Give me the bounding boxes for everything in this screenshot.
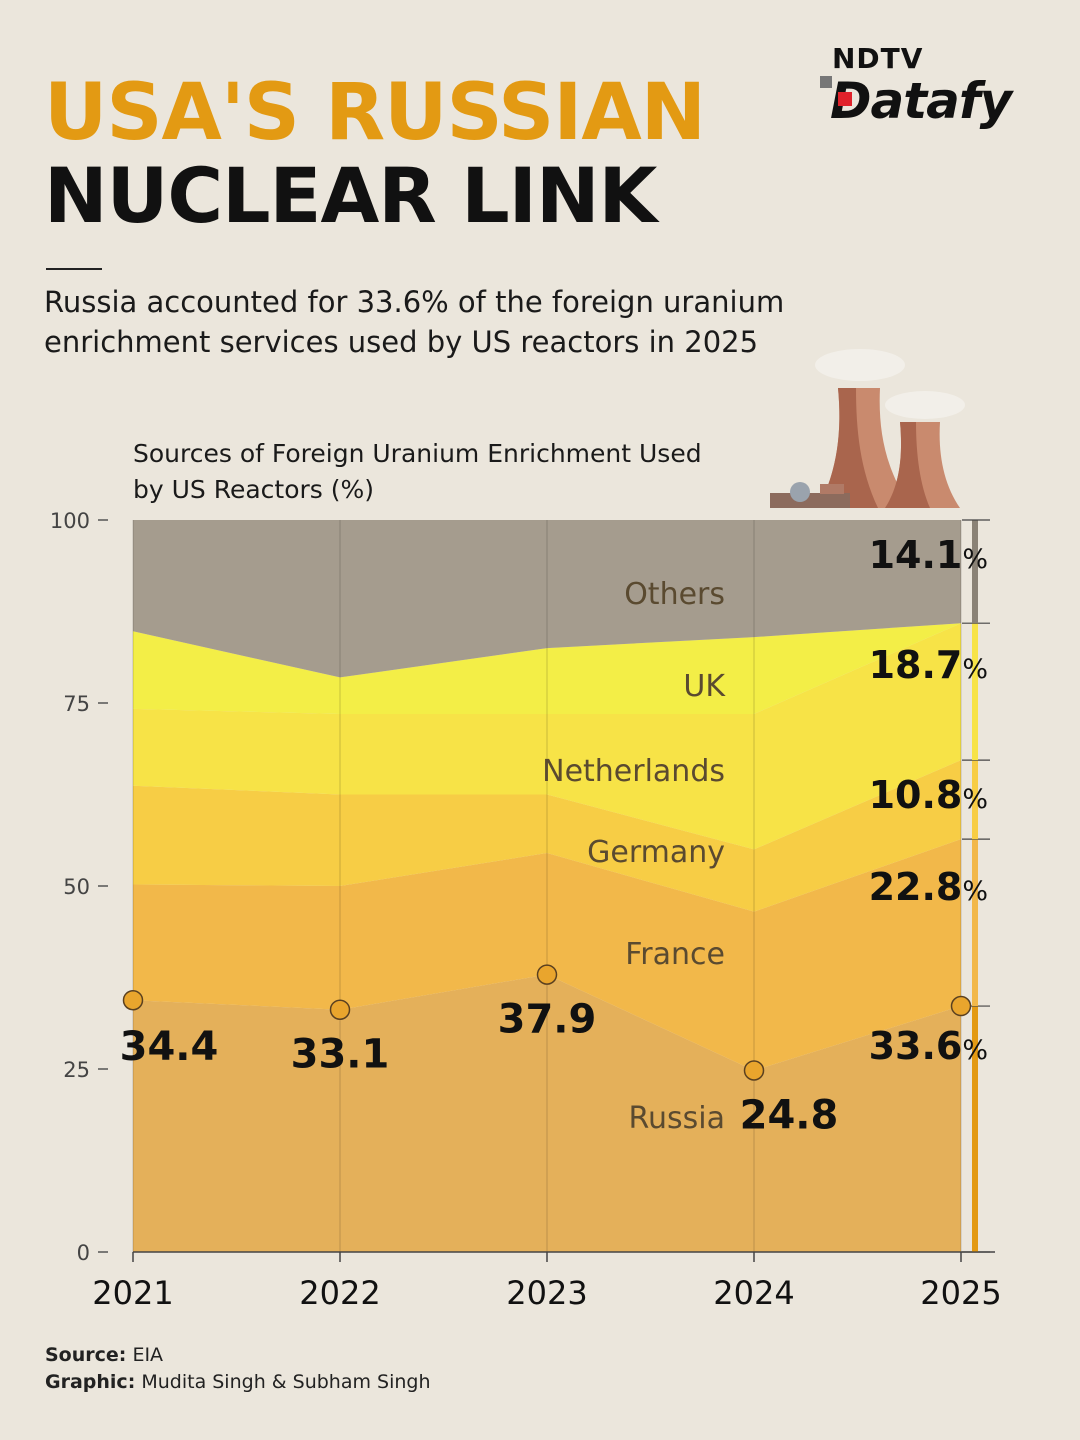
end-label-netherlands: 10.8% [869,773,988,817]
logo-square-icon [820,76,832,88]
end-label-unit: % [962,654,988,685]
series-label-france: France [625,937,725,972]
x-tick-label: 2024 [713,1274,794,1312]
area-uk [133,623,961,714]
end-label-value: 14.1 [869,533,963,577]
russia-value-label: 33.1 [291,1032,390,1078]
source-line: Source: EIA [45,1344,163,1366]
russia-value-label: 24.8 [740,1092,839,1138]
area-france [133,839,961,1071]
russia-value-label: 34.4 [120,1024,219,1070]
end-label-value: 18.7 [869,643,963,687]
graphic-value: Mudita Singh & Subham Singh [141,1371,431,1393]
end-label-others: 14.1% [869,533,988,577]
y-tick-label: 50 [63,875,90,899]
series-label-russia: Russia [629,1101,726,1136]
series-label-netherlands: Netherlands [542,754,725,789]
end-label-value: 33.6 [869,1024,963,1068]
x-tick-label: 2021 [92,1274,173,1312]
series-label-germany: Germany [587,835,725,870]
end-label-unit: % [962,544,988,575]
area-germany [133,760,961,912]
y-tick-label: 25 [63,1058,90,1082]
end-label-france: 22.8% [869,865,988,909]
logo-ndtv-text: NDTV [832,42,924,75]
area-netherlands [133,623,961,850]
source-label: Source: [45,1344,127,1366]
cooling-towers-icon [770,349,965,508]
x-tick-label: 2022 [299,1274,380,1312]
bracket-netherlands [972,623,978,761]
y-tick-label: 75 [63,692,90,716]
end-label-russia: 33.6% [869,1024,988,1068]
end-label-value: 10.8 [869,773,963,817]
russia-marker [536,964,558,985]
credit-line: Graphic: Mudita Singh & Subham Singh [45,1371,431,1393]
area-russia [133,974,961,1252]
x-tick-label: 2025 [920,1274,1001,1312]
chart-title: Sources of Foreign Uranium Enrichment Us… [133,439,702,504]
russia-marker [329,999,351,1020]
bracket-russia [972,1006,978,1252]
logo-datafy-text: Datafy [830,72,1012,130]
series-label-uk: UK [683,669,726,704]
end-label-unit: % [962,1035,988,1066]
graphic-label: Graphic: [45,1371,136,1393]
y-tick-label: 100 [50,509,90,533]
russia-marker [122,989,144,1011]
logo-red-square-icon [838,92,852,106]
ndtv-datafy-logo: NDTV Datafy [820,42,1050,142]
russia-value-label: 37.9 [498,997,597,1043]
title-line-1: USA'S RUSSIAN [44,68,706,158]
bracket-others [972,520,978,624]
russia-marker [743,1060,765,1081]
bracket-france [972,839,978,1007]
series-label-others: Others [624,577,725,612]
bracket-germany [972,760,978,840]
end-label-value: 22.8 [869,865,963,909]
end-label-uk: 18.7% [869,643,988,687]
source-value: EIA [132,1344,164,1366]
end-label-unit: % [962,784,988,815]
x-tick-label: 2023 [506,1274,587,1312]
y-tick-label: 0 [77,1241,90,1265]
area-others [133,520,961,678]
title-line-2: NUCLEAR LINK [44,151,657,240]
subtitle: Russia accounted for 33.6% of the foreig… [44,285,785,359]
end-label-unit: % [962,876,988,907]
russia-marker [950,995,972,1017]
title-divider [46,268,102,270]
